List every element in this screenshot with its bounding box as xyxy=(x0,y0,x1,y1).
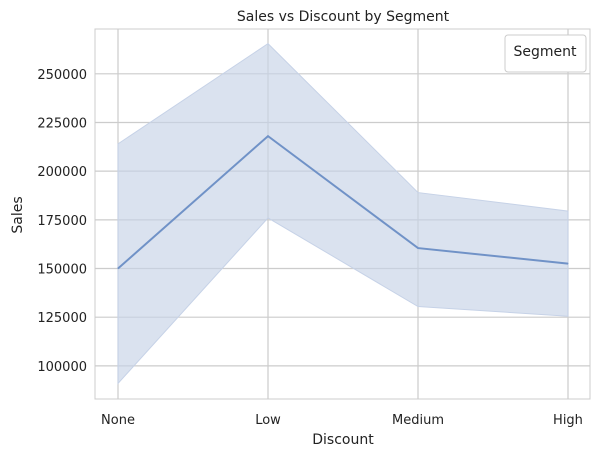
y-tick-label: 200000 xyxy=(37,165,87,180)
legend-box xyxy=(504,34,587,73)
x-tick-labels: None Low Medium High xyxy=(101,413,583,428)
plot-frame xyxy=(94,28,591,400)
data-point xyxy=(267,135,269,137)
y-tick-label: 250000 xyxy=(37,68,87,83)
legend: Segment xyxy=(504,34,587,73)
data-point xyxy=(117,268,119,270)
y-tick-label: 150000 xyxy=(37,263,87,278)
x-tick-label: High xyxy=(553,413,583,428)
x-tick-label: Medium xyxy=(392,413,444,428)
y-tick-labels: 100000 125000 150000 175000 200000 225000 2500… xyxy=(37,68,87,375)
y-tick-label: 175000 xyxy=(37,214,87,229)
data-point xyxy=(417,247,419,249)
y-tick-label: 225000 xyxy=(37,116,87,131)
y-tick-label: 125000 xyxy=(37,311,87,326)
y-tick-label: 100000 xyxy=(37,360,87,375)
confidence-band xyxy=(117,42,569,385)
y-axis-label: Sales xyxy=(10,196,26,233)
chart-title: Sales vs Discount by Segment xyxy=(237,9,450,25)
x-tick-label: Low xyxy=(255,413,281,428)
x-tick-label: None xyxy=(101,413,135,428)
series-line xyxy=(117,134,569,270)
data-point xyxy=(567,263,569,265)
legend-title: Segment xyxy=(514,44,578,60)
x-axis-label: Discount xyxy=(312,432,374,448)
